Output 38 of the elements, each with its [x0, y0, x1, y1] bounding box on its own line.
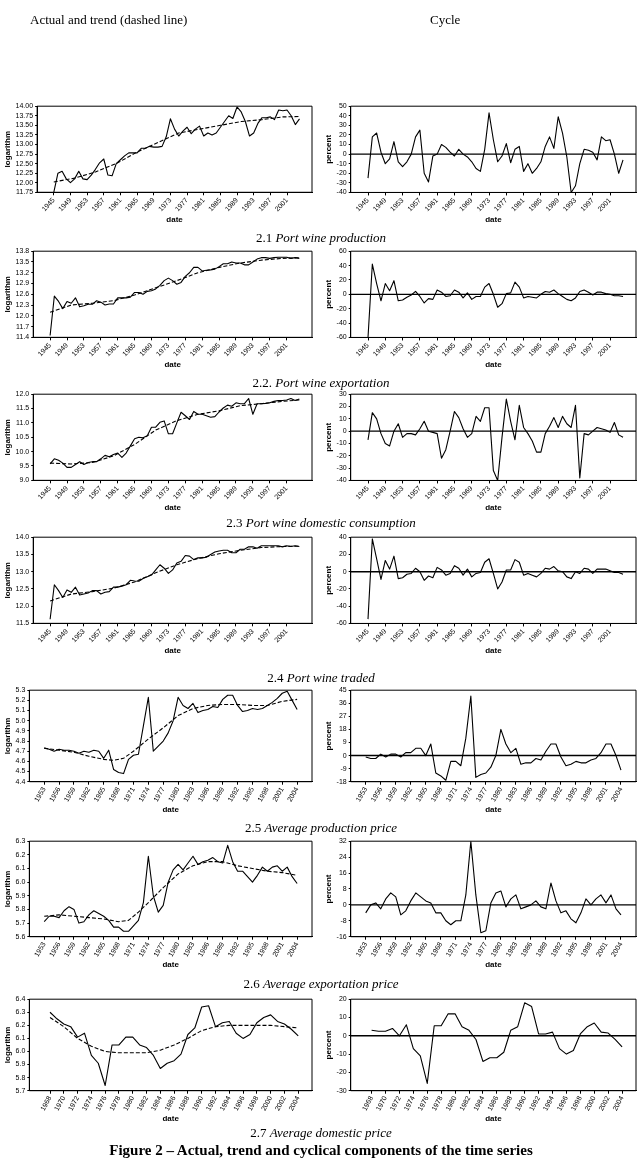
x-axis-title: date: [485, 960, 503, 970]
y-axis-title: percent: [324, 1030, 333, 1060]
text: 2.5 Average production price: [245, 820, 397, 835]
text: 2.3 Port wine domestic consumption: [226, 515, 416, 530]
x-axis-title: date: [166, 215, 184, 225]
y-axis-title: logarithm: [3, 562, 12, 599]
x-axis-title: date: [485, 1114, 503, 1124]
text: 2.6 Average exportation price: [243, 976, 399, 991]
x-axis-title: date: [485, 360, 503, 370]
y-axis-title: percent: [324, 565, 333, 595]
y-axis-title: logarithm: [3, 1026, 12, 1064]
y-axis-title: logarithm: [3, 276, 12, 313]
text: 2.4 Port wine traded: [267, 670, 375, 685]
text: 2.7 Average domestic price: [250, 1125, 392, 1140]
text: 2.2. Port wine exportation: [252, 375, 390, 390]
y-axis-title: percent: [324, 279, 333, 309]
x-axis-title: date: [162, 960, 180, 970]
y-axis-title: percent: [324, 721, 333, 751]
caption: Figure 2 – Actual, trend and cyclical components of the time series: [108, 1141, 534, 1159]
y-axis-title: percent: [324, 422, 333, 452]
y-axis-title: percent: [324, 874, 333, 904]
y-axis-title: logarithm: [3, 419, 12, 456]
chart-title: Actual and trend (dashed line): [30, 12, 188, 28]
x-axis-title: date: [164, 503, 182, 513]
x-axis-title: date: [164, 360, 182, 370]
y-axis-title: percent: [324, 134, 333, 164]
x-axis-title: date: [162, 805, 180, 815]
x-axis-title: date: [162, 1114, 180, 1124]
x-axis-title: date: [485, 646, 503, 656]
chart-title: Cycle: [430, 12, 461, 28]
y-axis-title: logarithm: [3, 717, 12, 755]
x-axis-title: date: [164, 646, 182, 656]
x-axis-title: date: [485, 805, 503, 815]
x-axis-title: date: [485, 503, 503, 513]
y-axis-title: logarithm: [3, 131, 12, 168]
text: 2.1 Port wine production: [255, 230, 387, 245]
y-axis-title: logarithm: [3, 870, 12, 908]
x-axis-title: date: [485, 215, 503, 225]
